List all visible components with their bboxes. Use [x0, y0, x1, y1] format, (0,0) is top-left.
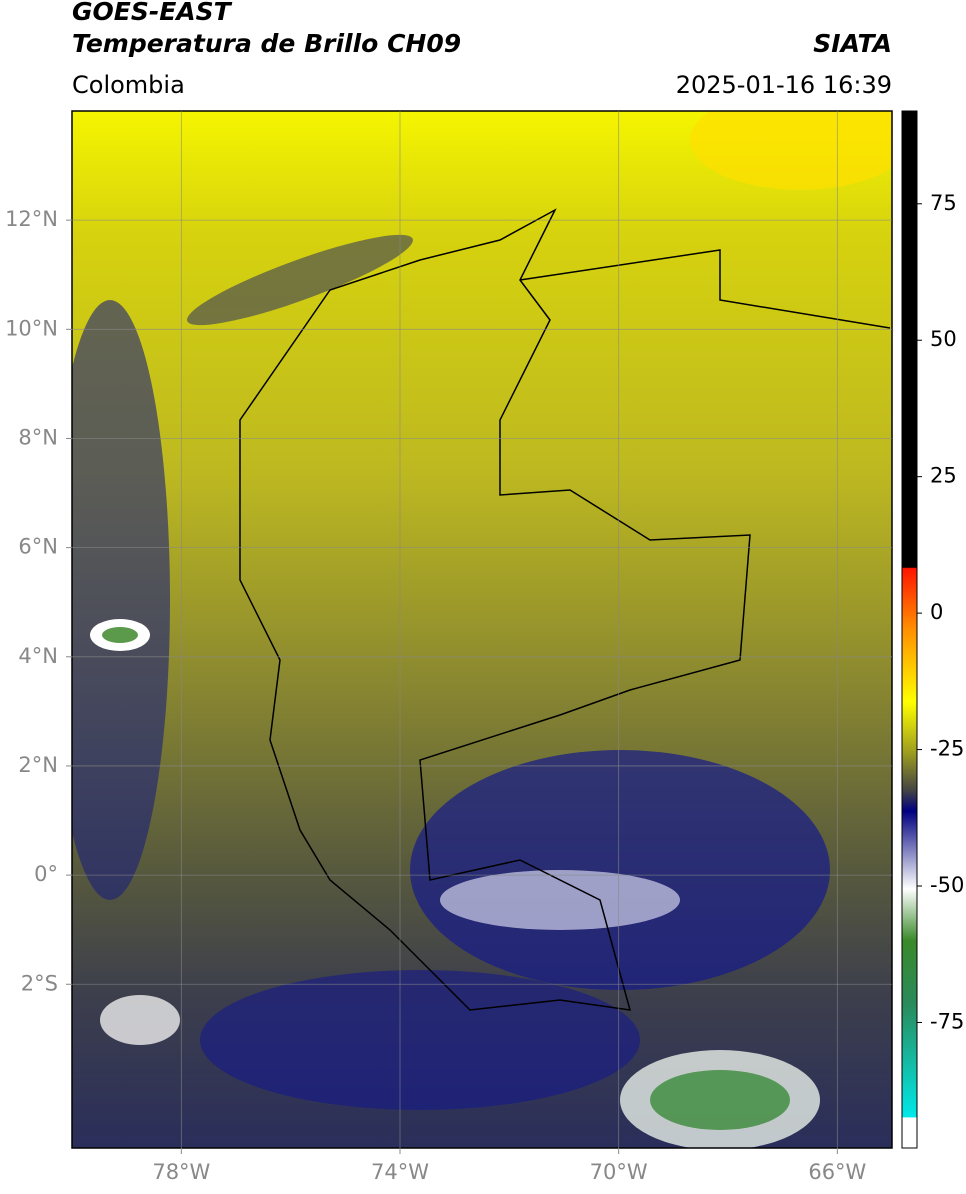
y-tick-label: 10°N	[5, 316, 58, 340]
colorbar-tick-label: 50	[930, 327, 957, 351]
colorbar-tick-label: -50	[930, 873, 964, 897]
colorbar-tick-label: -75	[930, 1009, 964, 1033]
map-frame	[71, 110, 893, 1149]
cloud-field	[72, 300, 170, 900]
x-tick-label: 74°W	[371, 1160, 429, 1184]
y-tick-label: 2°S	[21, 971, 58, 995]
y-tick-label: 8°N	[18, 425, 58, 449]
country-border	[239, 208, 751, 1011]
y-tick-label: 4°N	[18, 644, 58, 668]
region: Colombia	[72, 71, 185, 99]
cloud-field	[650, 1070, 790, 1130]
x-tick-label: 70°W	[590, 1160, 648, 1184]
subtitle: Temperatura de Brillo CH09	[72, 29, 461, 58]
y-tick-label: 6°N	[18, 535, 58, 559]
colorbar-tick-label: 75	[930, 191, 957, 215]
cloud-field	[690, 111, 892, 190]
x-tick-label: 66°W	[808, 1160, 866, 1184]
y-tick-label: 2°N	[18, 753, 58, 777]
y-tick-label: 12°N	[5, 207, 58, 231]
datetime: 2025-01-16 16:39	[676, 71, 892, 99]
cloud-field	[102, 627, 138, 643]
colorbar-tick-label: 25	[930, 464, 957, 488]
cloud-field	[200, 970, 640, 1110]
x-tick-label: 78°W	[152, 1160, 210, 1184]
colorbar	[901, 110, 918, 1149]
cloud-field	[410, 750, 830, 990]
satellite-image	[72, 111, 892, 1148]
colorbar-tick-label: -25	[930, 737, 964, 761]
y-tick-label: 0°	[34, 862, 58, 886]
colorbar-tick-label: 0	[930, 600, 943, 624]
title: GOES-EAST	[72, 0, 233, 26]
cloud-field	[100, 995, 180, 1045]
cloud-field	[440, 870, 680, 930]
source: SIATA	[813, 29, 892, 58]
cloud-field	[187, 234, 413, 326]
coastline	[519, 249, 891, 329]
